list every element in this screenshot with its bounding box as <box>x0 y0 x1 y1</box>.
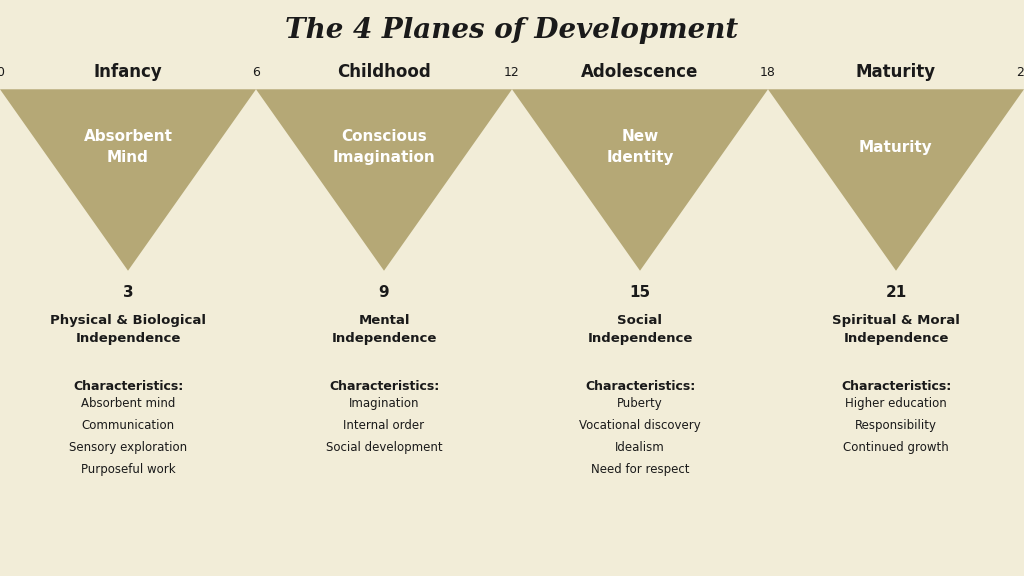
Text: Infancy: Infancy <box>93 63 163 81</box>
Text: Childhood: Childhood <box>337 63 431 81</box>
Text: 18: 18 <box>760 66 776 78</box>
Text: Social
Independence: Social Independence <box>588 314 692 345</box>
Text: Purposeful work: Purposeful work <box>81 463 175 476</box>
Text: The 4 Planes of Development: The 4 Planes of Development <box>286 17 738 44</box>
Text: Communication: Communication <box>82 419 174 433</box>
Text: 0: 0 <box>0 66 4 78</box>
Polygon shape <box>512 89 768 271</box>
Text: Internal order: Internal order <box>343 419 425 433</box>
Polygon shape <box>0 89 256 271</box>
Text: New
Identity: New Identity <box>606 130 674 165</box>
Text: Idealism: Idealism <box>615 441 665 454</box>
Text: 24: 24 <box>1016 66 1024 78</box>
Text: Higher education: Higher education <box>845 397 947 411</box>
Text: Absorbent
Mind: Absorbent Mind <box>84 130 172 165</box>
Text: Need for respect: Need for respect <box>591 463 689 476</box>
Text: Conscious
Imagination: Conscious Imagination <box>333 130 435 165</box>
Text: Adolescence: Adolescence <box>582 63 698 81</box>
Text: Mental
Independence: Mental Independence <box>332 314 436 345</box>
Text: 12: 12 <box>504 66 520 78</box>
Text: Imagination: Imagination <box>349 397 419 411</box>
Text: Puberty: Puberty <box>617 397 663 411</box>
Text: Continued growth: Continued growth <box>843 441 949 454</box>
Text: Social development: Social development <box>326 441 442 454</box>
Text: 6: 6 <box>252 66 260 78</box>
Text: Sensory exploration: Sensory exploration <box>69 441 187 454</box>
Text: Responsibility: Responsibility <box>855 419 937 433</box>
Polygon shape <box>256 89 512 271</box>
Text: Characteristics:: Characteristics: <box>329 380 439 393</box>
Text: 9: 9 <box>379 285 389 300</box>
Text: Spiritual & Moral
Independence: Spiritual & Moral Independence <box>833 314 959 345</box>
Text: Vocational discovery: Vocational discovery <box>580 419 700 433</box>
Text: Physical & Biological
Independence: Physical & Biological Independence <box>50 314 206 345</box>
Text: Characteristics:: Characteristics: <box>585 380 695 393</box>
Text: Characteristics:: Characteristics: <box>841 380 951 393</box>
Text: Characteristics:: Characteristics: <box>73 380 183 393</box>
Text: Maturity: Maturity <box>859 140 933 155</box>
Text: 21: 21 <box>886 285 906 300</box>
Text: 15: 15 <box>630 285 650 300</box>
Text: Maturity: Maturity <box>856 63 936 81</box>
Polygon shape <box>768 89 1024 271</box>
Text: 3: 3 <box>123 285 133 300</box>
Text: Absorbent mind: Absorbent mind <box>81 397 175 411</box>
